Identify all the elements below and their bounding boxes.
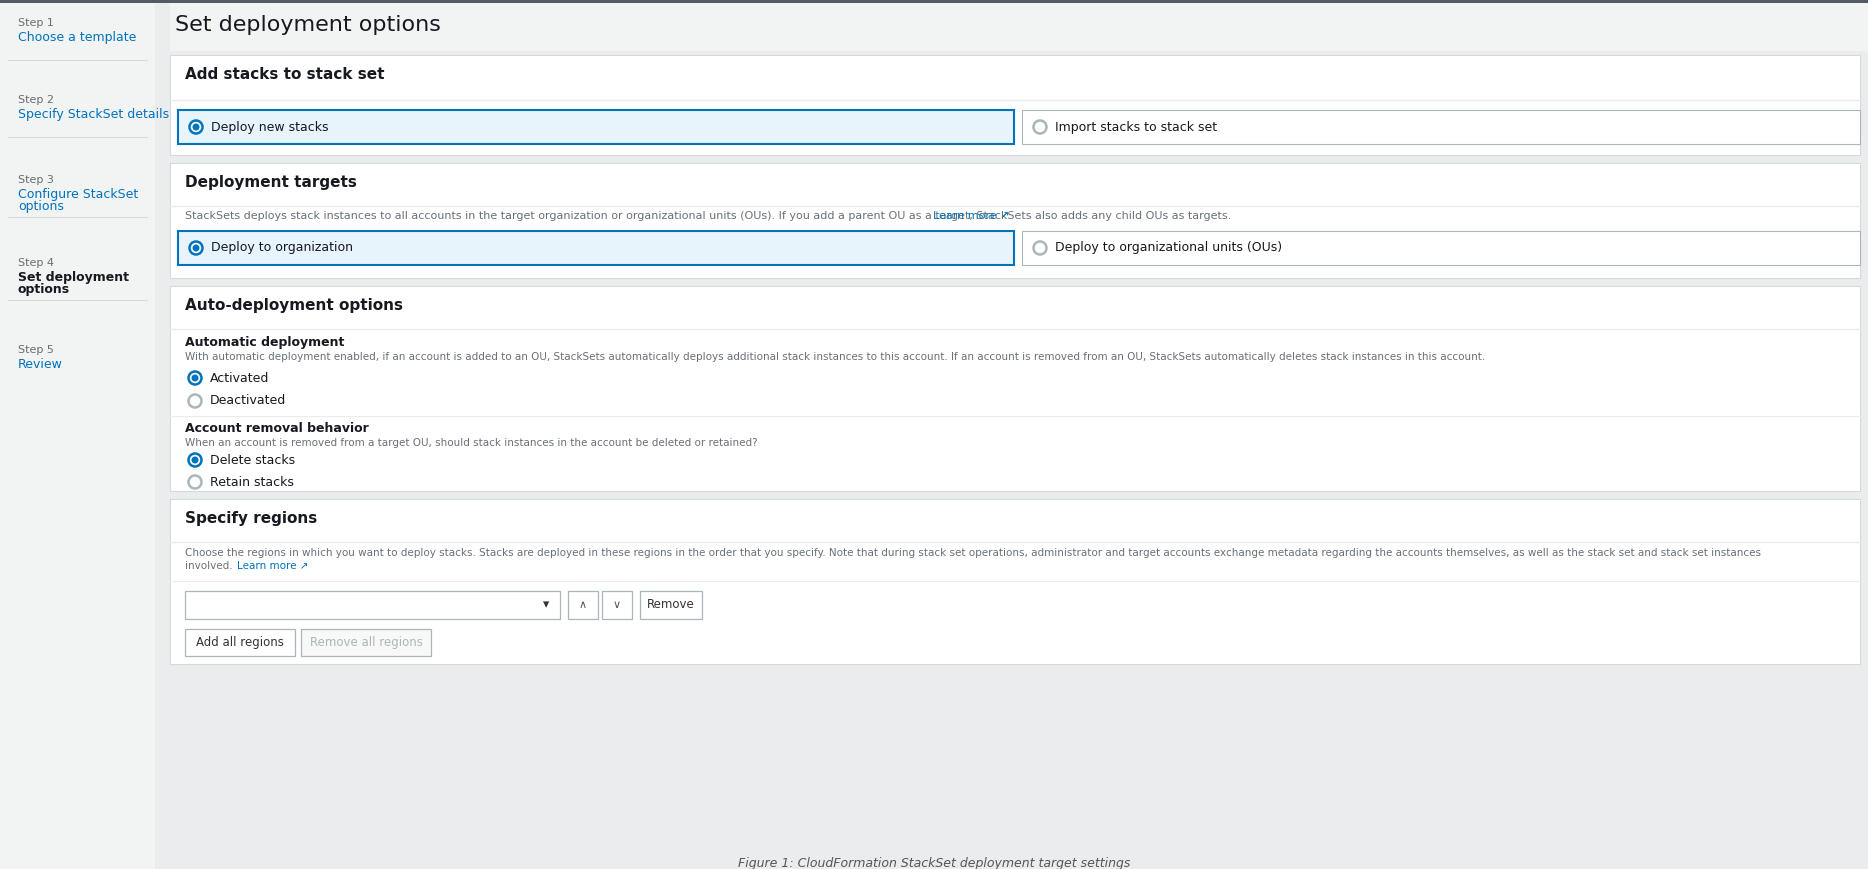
Text: ∧: ∧ <box>579 600 587 610</box>
Text: Deployment targets: Deployment targets <box>185 175 357 190</box>
Circle shape <box>192 375 198 381</box>
Text: Auto-deployment options: Auto-deployment options <box>185 298 403 313</box>
FancyBboxPatch shape <box>177 231 1014 265</box>
FancyBboxPatch shape <box>0 0 1868 3</box>
Text: Specify regions: Specify regions <box>185 511 318 526</box>
Text: Deploy new stacks: Deploy new stacks <box>211 121 329 134</box>
FancyBboxPatch shape <box>170 3 1868 51</box>
Circle shape <box>189 475 202 488</box>
Text: options: options <box>19 283 71 296</box>
Text: Set deployment options: Set deployment options <box>176 15 441 35</box>
Text: Review: Review <box>19 358 64 371</box>
Text: Deploy to organization: Deploy to organization <box>211 242 353 255</box>
FancyBboxPatch shape <box>185 629 295 656</box>
Text: Remove: Remove <box>646 599 695 612</box>
Text: Figure 1: CloudFormation StackSet deployment target settings: Figure 1: CloudFormation StackSet deploy… <box>738 857 1130 869</box>
Circle shape <box>192 123 200 130</box>
Text: ∨: ∨ <box>613 600 620 610</box>
Circle shape <box>189 121 202 134</box>
Text: Step 2: Step 2 <box>19 95 54 105</box>
FancyBboxPatch shape <box>170 286 1861 491</box>
Text: Choose the regions in which you want to deploy stacks. Stacks are deployed in th: Choose the regions in which you want to … <box>185 548 1762 558</box>
Text: Learn more ↗: Learn more ↗ <box>932 211 1009 221</box>
Circle shape <box>192 456 198 463</box>
Text: StackSets deploys stack instances to all accounts in the target organization or : StackSets deploys stack instances to all… <box>185 211 1235 221</box>
Text: Delete stacks: Delete stacks <box>209 454 295 467</box>
Text: options: options <box>19 200 64 213</box>
FancyBboxPatch shape <box>170 163 1861 278</box>
Text: Import stacks to stack set: Import stacks to stack set <box>1055 121 1218 134</box>
Text: Configure StackSet: Configure StackSet <box>19 188 138 201</box>
Text: Choose a template: Choose a template <box>19 31 136 44</box>
FancyBboxPatch shape <box>170 499 1861 664</box>
FancyBboxPatch shape <box>301 629 432 656</box>
Circle shape <box>189 372 202 384</box>
Text: When an account is removed from a target OU, should stack instances in the accou: When an account is removed from a target… <box>185 438 758 448</box>
Circle shape <box>189 242 202 255</box>
Text: Deactivated: Deactivated <box>209 395 286 408</box>
FancyBboxPatch shape <box>0 3 155 869</box>
Text: Retain stacks: Retain stacks <box>209 475 293 488</box>
Text: Remove all regions: Remove all regions <box>310 636 422 649</box>
Circle shape <box>192 244 200 251</box>
FancyBboxPatch shape <box>641 591 702 619</box>
Text: Step 4: Step 4 <box>19 258 54 268</box>
Text: With automatic deployment enabled, if an account is added to an OU, StackSets au: With automatic deployment enabled, if an… <box>185 352 1485 362</box>
Circle shape <box>1033 121 1046 134</box>
Text: Add stacks to stack set: Add stacks to stack set <box>185 67 385 82</box>
FancyBboxPatch shape <box>568 591 598 619</box>
Text: Add all regions: Add all regions <box>196 636 284 649</box>
Text: Automatic deployment: Automatic deployment <box>185 336 344 349</box>
Text: Activated: Activated <box>209 372 269 384</box>
Text: Step 5: Step 5 <box>19 345 54 355</box>
Circle shape <box>189 454 202 467</box>
Circle shape <box>1033 242 1046 255</box>
FancyBboxPatch shape <box>1022 110 1861 144</box>
Text: involved.: involved. <box>185 561 235 571</box>
FancyBboxPatch shape <box>177 110 1014 144</box>
Text: Deploy to organizational units (OUs): Deploy to organizational units (OUs) <box>1055 242 1281 255</box>
Text: Step 1: Step 1 <box>19 18 54 28</box>
FancyBboxPatch shape <box>601 591 631 619</box>
FancyBboxPatch shape <box>170 55 1861 155</box>
Text: Set deployment: Set deployment <box>19 271 129 284</box>
Text: Account removal behavior: Account removal behavior <box>185 422 368 435</box>
Text: Specify StackSet details: Specify StackSet details <box>19 108 170 121</box>
Text: Step 3: Step 3 <box>19 175 54 185</box>
Text: ▾: ▾ <box>544 599 549 612</box>
Circle shape <box>189 395 202 408</box>
FancyBboxPatch shape <box>1022 231 1861 265</box>
FancyBboxPatch shape <box>185 591 560 619</box>
Text: Learn more ↗: Learn more ↗ <box>237 561 308 571</box>
